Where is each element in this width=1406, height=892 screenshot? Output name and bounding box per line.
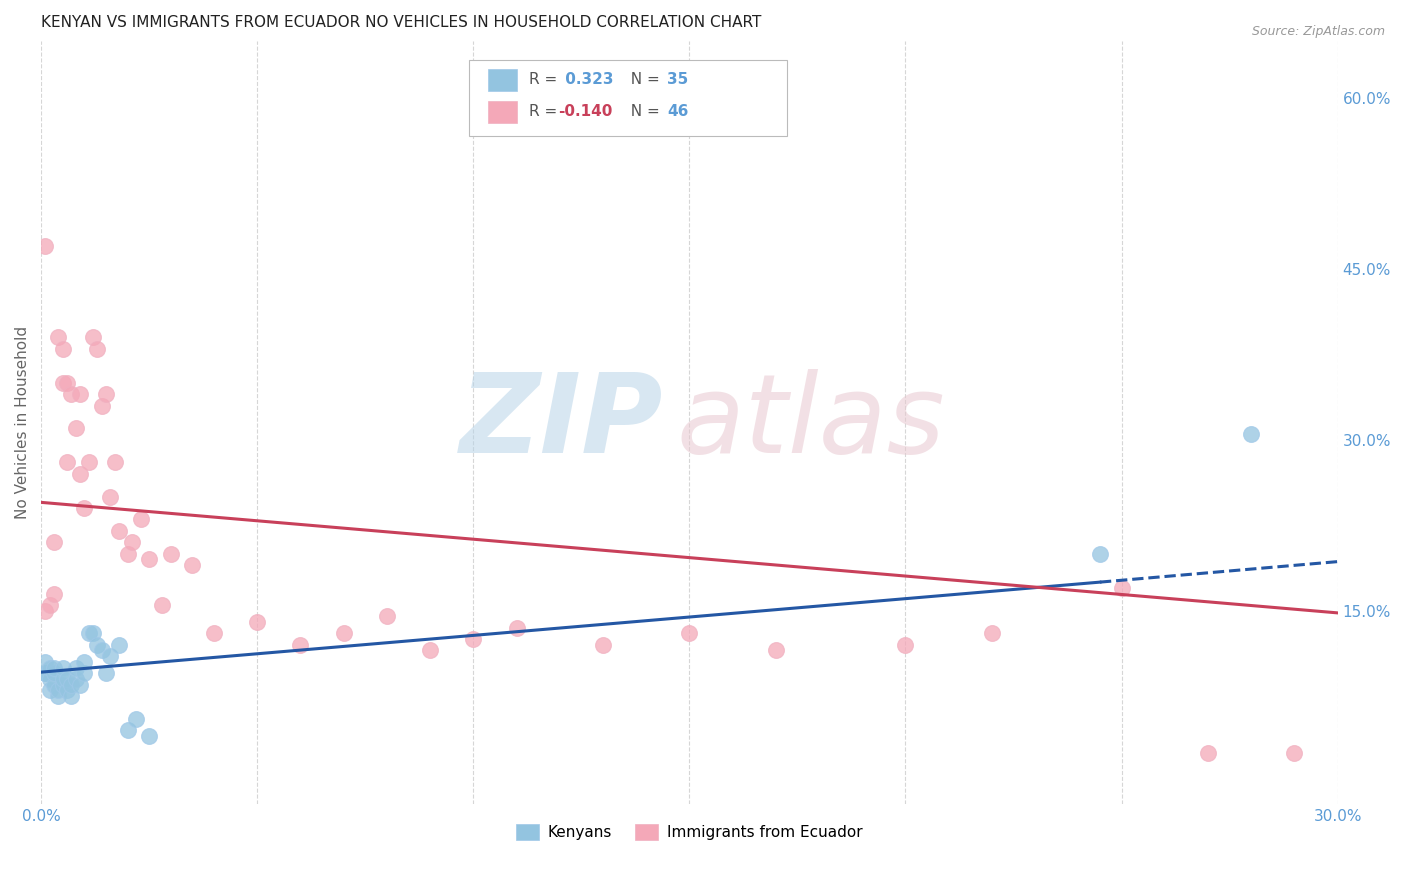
Point	[1088, 547, 1111, 561]
Point	[125, 712, 148, 726]
Point	[34, 666, 56, 681]
Point	[765, 643, 787, 657]
Point	[1111, 581, 1133, 595]
Point	[42, 535, 65, 549]
Point	[34, 655, 56, 669]
Point	[150, 598, 173, 612]
Text: 0.323: 0.323	[560, 72, 613, 87]
Point	[117, 723, 139, 738]
Text: R =: R =	[529, 104, 562, 120]
Text: 46: 46	[668, 104, 689, 120]
FancyBboxPatch shape	[488, 70, 517, 90]
Point	[980, 626, 1002, 640]
Point	[38, 683, 60, 698]
Point	[678, 626, 700, 640]
Point	[60, 678, 83, 692]
Point	[1284, 746, 1306, 760]
Point	[56, 455, 79, 469]
Point	[60, 689, 83, 703]
Point	[77, 626, 100, 640]
Point	[56, 672, 79, 686]
FancyBboxPatch shape	[470, 60, 786, 136]
Point	[138, 552, 160, 566]
Point	[1197, 746, 1219, 760]
Point	[90, 399, 112, 413]
Point	[52, 678, 75, 692]
Point	[52, 342, 75, 356]
Point	[332, 626, 354, 640]
Point	[138, 729, 160, 743]
Point	[56, 683, 79, 698]
Point	[38, 598, 60, 612]
Point	[42, 666, 65, 681]
Point	[34, 666, 56, 681]
Point	[86, 342, 108, 356]
Text: KENYAN VS IMMIGRANTS FROM ECUADOR NO VEHICLES IN HOUSEHOLD CORRELATION CHART: KENYAN VS IMMIGRANTS FROM ECUADOR NO VEH…	[41, 15, 762, 30]
Point	[90, 643, 112, 657]
Point	[246, 615, 269, 629]
Point	[69, 678, 91, 692]
Point	[117, 547, 139, 561]
Point	[202, 626, 225, 640]
Text: R =: R =	[529, 72, 562, 87]
Point	[65, 660, 87, 674]
Point	[65, 421, 87, 435]
Point	[73, 666, 96, 681]
Point	[38, 660, 60, 674]
Point	[82, 330, 104, 344]
Point	[34, 239, 56, 253]
Point	[69, 467, 91, 481]
Text: 35: 35	[668, 72, 689, 87]
Point	[98, 490, 121, 504]
Text: -0.140: -0.140	[558, 104, 613, 120]
Point	[129, 512, 152, 526]
Point	[108, 524, 131, 538]
Text: N =: N =	[620, 72, 664, 87]
FancyBboxPatch shape	[488, 101, 517, 122]
Legend: Kenyans, Immigrants from Ecuador: Kenyans, Immigrants from Ecuador	[510, 818, 869, 847]
Point	[505, 621, 527, 635]
Point	[42, 678, 65, 692]
Point	[52, 376, 75, 390]
Point	[86, 638, 108, 652]
Point	[463, 632, 485, 646]
Text: N =: N =	[620, 104, 664, 120]
Point	[38, 672, 60, 686]
Point	[65, 672, 87, 686]
Point	[48, 689, 70, 703]
Point	[48, 330, 70, 344]
Point	[181, 558, 204, 572]
Point	[69, 387, 91, 401]
Text: ZIP: ZIP	[460, 369, 664, 476]
Point	[108, 638, 131, 652]
Point	[1240, 427, 1263, 442]
Point	[375, 609, 398, 624]
Text: atlas: atlas	[676, 369, 945, 476]
Point	[34, 604, 56, 618]
Point	[419, 643, 441, 657]
Point	[94, 387, 117, 401]
Point	[52, 660, 75, 674]
Point	[290, 638, 312, 652]
Point	[52, 672, 75, 686]
Point	[77, 455, 100, 469]
Point	[42, 660, 65, 674]
Point	[73, 501, 96, 516]
Point	[121, 535, 143, 549]
Point	[159, 547, 181, 561]
Point	[73, 655, 96, 669]
Point	[592, 638, 614, 652]
Point	[894, 638, 917, 652]
Point	[94, 666, 117, 681]
Point	[42, 586, 65, 600]
Point	[56, 376, 79, 390]
Point	[60, 387, 83, 401]
Y-axis label: No Vehicles in Household: No Vehicles in Household	[15, 326, 30, 519]
Text: Source: ZipAtlas.com: Source: ZipAtlas.com	[1251, 25, 1385, 38]
Point	[48, 683, 70, 698]
Point	[103, 455, 125, 469]
Point	[98, 649, 121, 664]
Point	[82, 626, 104, 640]
